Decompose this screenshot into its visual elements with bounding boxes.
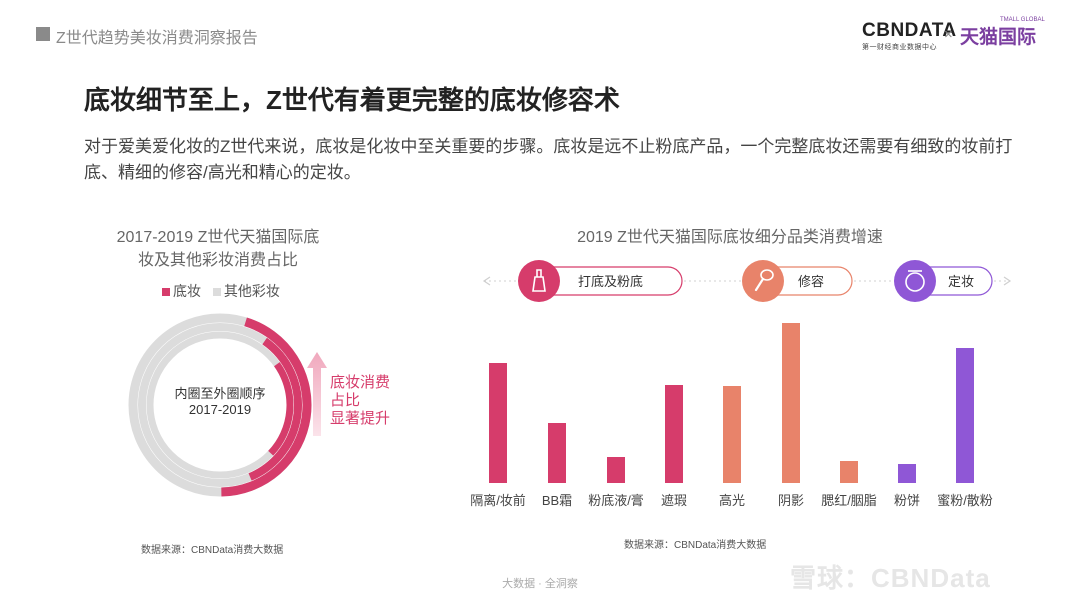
donut-center-line1: 内圈至外圈顺序 — [174, 386, 266, 401]
bar-9 — [956, 348, 974, 483]
bar-label-1: 隔离/妆前 — [470, 493, 526, 508]
right-chart-title: 2019 Z世代天猫国际底妆细分品类消费增速 — [577, 229, 883, 246]
bar-2 — [548, 423, 566, 483]
watermark: 雪球：CBNData — [790, 563, 991, 593]
cbndata-logo-subtitle: 第一财经商业数据中心 — [862, 44, 937, 51]
donut-center-line2: 2017-2019 — [188, 402, 252, 417]
bar-1 — [489, 363, 507, 483]
footer-slogan: 大数据 · 全洞察 — [502, 578, 578, 590]
bar-3 — [607, 457, 625, 483]
left-chart-title: 2017-2019 Z世代天猫国际底 妆及其他彩妆消费占比 — [96, 226, 340, 272]
bar-label-4: 遮瑕 — [661, 493, 687, 508]
donut-annotation: 底妆消费 占比 显著提升 — [330, 374, 390, 428]
left-chart-title-line2: 妆及其他彩妆消费占比 — [137, 252, 298, 269]
bar-5 — [723, 386, 741, 483]
bar-label-5: 高光 — [719, 493, 745, 508]
tmall-global-logo-subtitle: TMALL GLOBAL — [1000, 17, 1045, 23]
report-title: Z世代趋势美妆消费洞察报告 — [56, 30, 258, 47]
page-title: 底妆细节至上，Z世代有着更完整的底妆修容术 — [84, 85, 620, 115]
powder-compact-icon — [894, 260, 936, 302]
group-pill-2: 修容 — [742, 260, 853, 302]
brush-head-glyph-icon — [760, 269, 774, 281]
legend-other-swatch — [212, 288, 221, 297]
bar-4 — [665, 385, 683, 483]
header-mark — [36, 27, 50, 41]
annotation-line3: 显著提升 — [330, 410, 391, 427]
brush-handle-glyph-icon — [754, 277, 765, 292]
left-chart-source: 数据来源：CBNData消费大数据 — [141, 545, 284, 556]
right-chart-source: 数据来源：CBNData消费大数据 — [624, 540, 767, 551]
legend-base-label: 底妆 — [173, 283, 201, 299]
ring-2017-base — [268, 362, 294, 456]
bar-7 — [840, 461, 858, 483]
guide-right-arrow-icon — [1003, 276, 1012, 286]
bar-label-7: 腮红/胭脂 — [821, 493, 877, 508]
group-label-1: 打底及粉底 — [578, 274, 643, 289]
bar-6 — [782, 323, 800, 483]
bottle-glyph-icon — [532, 269, 546, 292]
guide-left-arrow-icon — [482, 276, 491, 286]
legend-other-label: 其他彩妆 — [223, 283, 280, 299]
bar-label-9: 蜜粉/散粉 — [937, 493, 993, 508]
left-chart-legend: 底妆 其他彩妆 — [162, 281, 280, 301]
foundation-bottle-icon — [518, 260, 560, 302]
group-pill-3: 定妆 — [894, 260, 993, 302]
compact-glyph-icon — [905, 272, 925, 292]
increase-arrow-icon — [307, 352, 327, 436]
group-label-2: 修容 — [798, 274, 824, 289]
left-chart-title-line1: 2017-2019 Z世代天猫国际底 — [116, 229, 320, 246]
bar-label-6: 阴影 — [778, 493, 804, 508]
ring-2018-base — [248, 337, 302, 481]
bar-label-8: 粉饼 — [894, 493, 920, 508]
donut-chart — [128, 313, 312, 497]
cbndata-logo: CBNDATA — [862, 20, 957, 41]
page-description: 对于爱美爱化妆的Z世代来说，底妆是化妆中至关重要的步骤。底妆是远不止粉底产品，一… — [84, 137, 1013, 182]
logo-separator: × — [944, 26, 953, 43]
bar-label-2: BB霜 — [542, 493, 572, 508]
bar-8 — [898, 464, 916, 483]
donut-center-label: 内圈至外圈顺序 2017-2019 — [160, 386, 280, 418]
annotation-line1: 底妆消费 — [330, 374, 391, 391]
annotation-line2: 占比 — [330, 392, 361, 409]
group-pill-1: 打底及粉底 — [518, 260, 683, 302]
legend-base-swatch — [162, 288, 170, 297]
tmall-global-logo: 天猫国际 — [960, 27, 1037, 48]
group-label-3: 定妆 — [948, 274, 974, 289]
ring-2019-base — [221, 317, 312, 497]
bar-label-3: 粉底液/膏 — [588, 493, 644, 508]
donut-hole — [156, 341, 284, 469]
